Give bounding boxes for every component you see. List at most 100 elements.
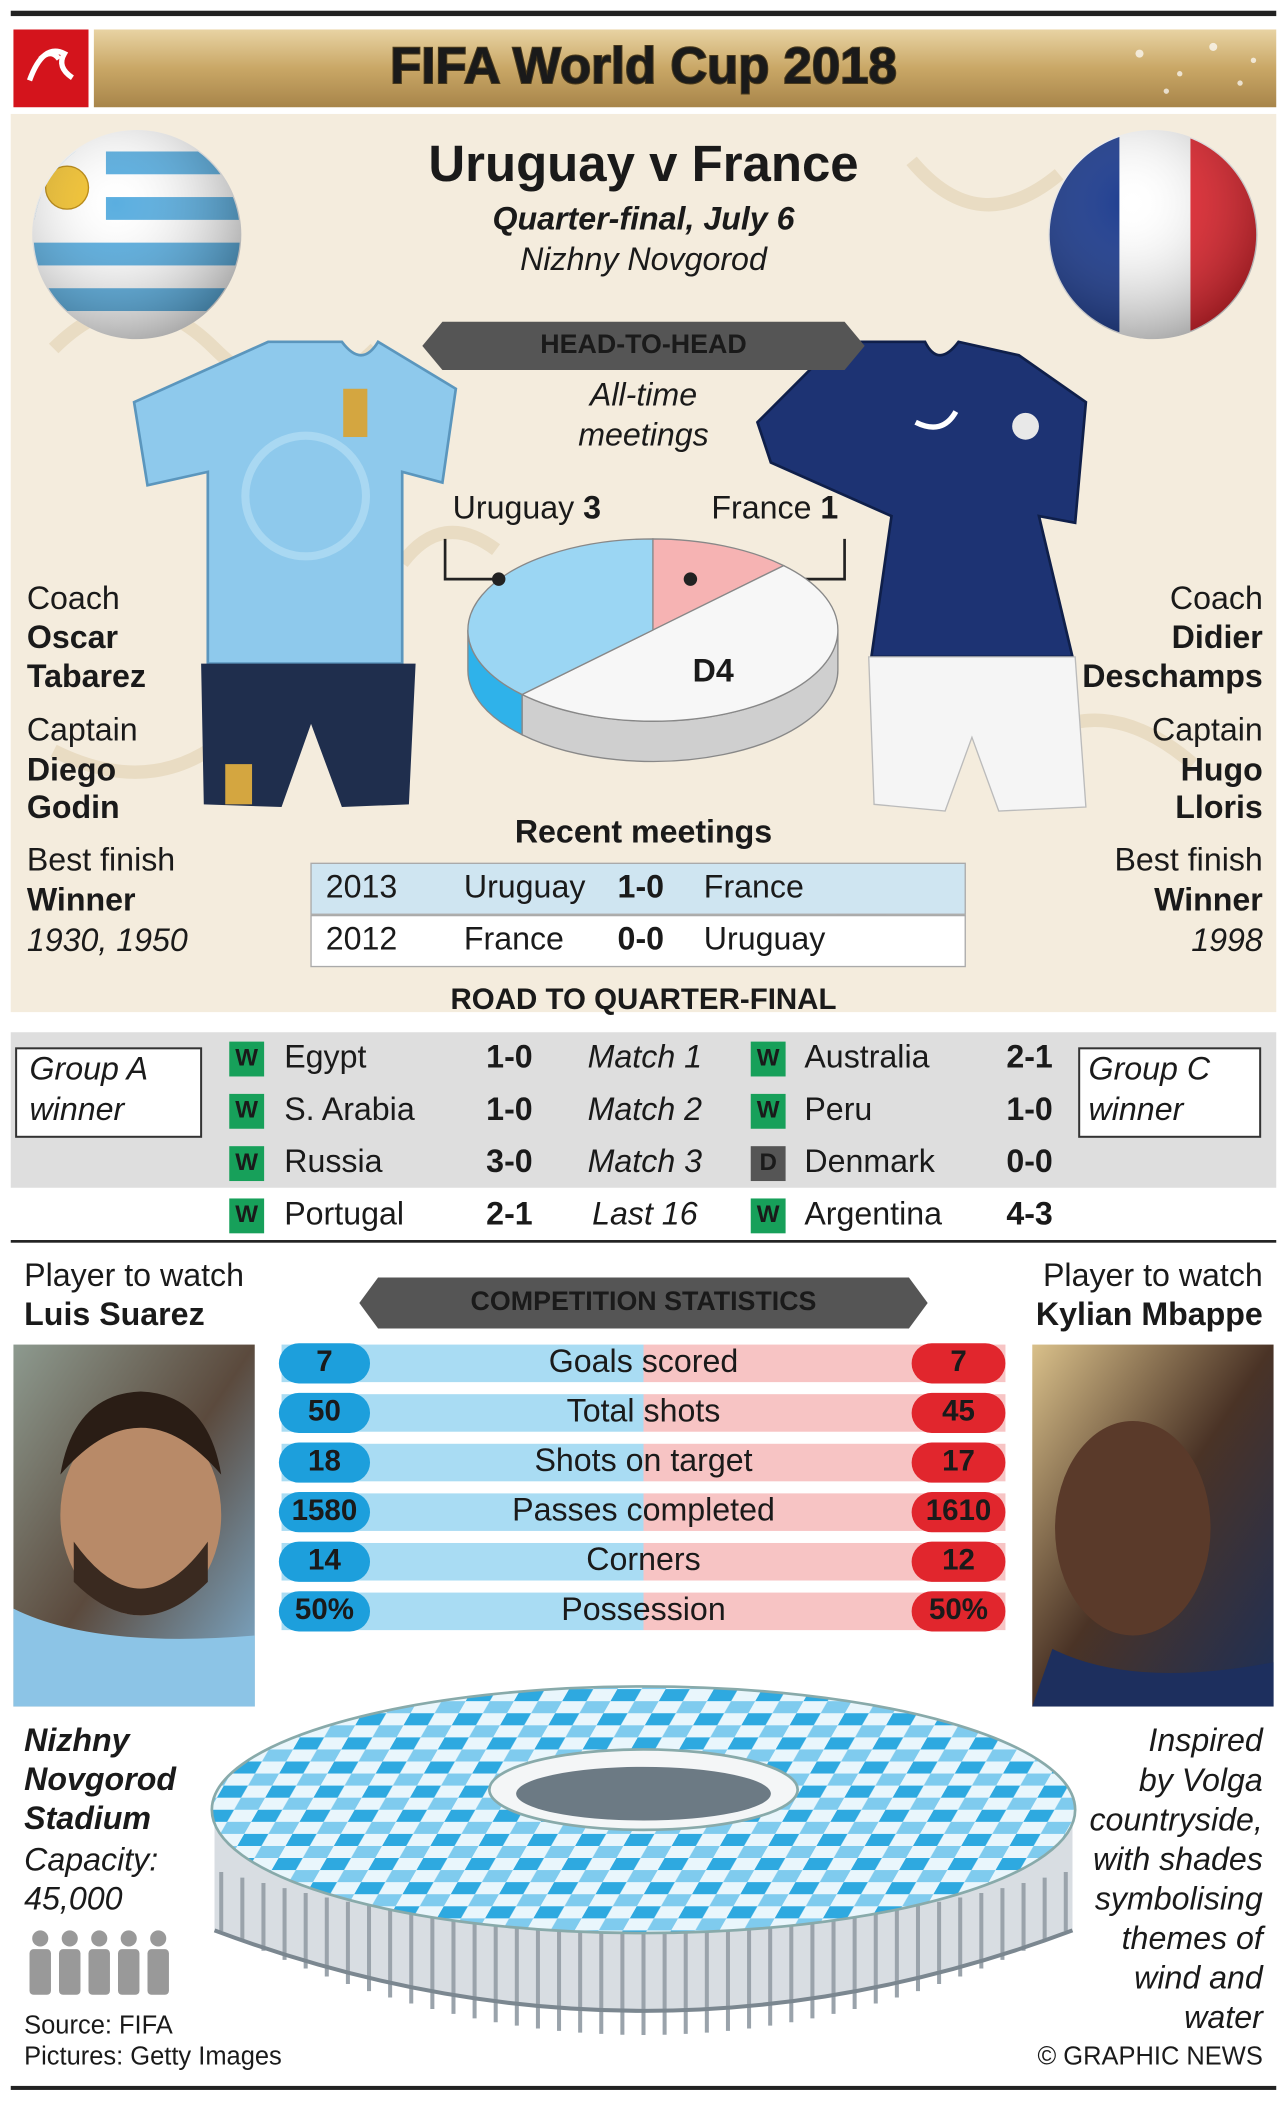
header-sparkles [1135, 42, 1257, 94]
stats-title: COMPETITION STATISTICS [471, 1286, 817, 1316]
result-letter: W [757, 1044, 780, 1071]
team-info-text: Hugo [1181, 752, 1263, 788]
team-info-text: Captain [27, 711, 138, 747]
player-name: Luis Suarez [24, 1296, 205, 1332]
logo-mark [26, 48, 74, 82]
match-venue: Nizhny Novgorod [520, 241, 768, 277]
team-info-text: Oscar [27, 619, 119, 655]
uruguay-kit [132, 340, 458, 808]
group-label: winner [1089, 1091, 1185, 1127]
group-label: Group C [1089, 1051, 1211, 1087]
h2h-france-label: France 1 [711, 489, 838, 525]
leader-dot [492, 572, 506, 586]
stadium-description: wind and [1134, 1960, 1264, 1996]
stats-pill-right [911, 1492, 1006, 1533]
stats-pill-left [278, 1392, 371, 1434]
recent-cell: Uruguay [704, 921, 826, 957]
stage: Match 1 [588, 1039, 702, 1075]
stadium-description: countryside, [1089, 1801, 1262, 1837]
capacity-label: Capacity: [24, 1842, 158, 1878]
stats-value: 12 [942, 1544, 975, 1577]
team-info-text: Didier [1172, 619, 1264, 655]
stats-pill-left [278, 1492, 371, 1533]
score: 2-1 [1006, 1039, 1052, 1075]
match-round: Quarter-final, July 6 [492, 201, 795, 237]
score: 4-3 [1006, 1195, 1052, 1231]
team-name: Australia [804, 1039, 929, 1075]
stats-label: Shots on target [534, 1442, 752, 1478]
team-name: Egypt [284, 1039, 366, 1075]
team-name: Uruguay [453, 489, 575, 525]
recent-title: Recent meetings [515, 813, 772, 849]
result-badge [750, 1093, 786, 1129]
team-name: France [711, 489, 811, 525]
capacity: 45,000 [24, 1880, 122, 1916]
stadium-description: water [1184, 1999, 1264, 2035]
result-badge [229, 1041, 265, 1077]
score: 1-0 [486, 1091, 532, 1127]
stadium-name: Stadium [24, 1800, 151, 1836]
pie-slice [652, 538, 786, 632]
team-info-text: Coach [27, 580, 120, 616]
stats-value: 1580 [292, 1494, 358, 1527]
h2h-uruguay-label: Uruguay 3 [453, 489, 601, 525]
road-title: ROAD TO QUARTER-FINAL [450, 983, 836, 1016]
result-badge [229, 1093, 265, 1129]
result-letter: D [759, 1149, 776, 1176]
result-badge [750, 1146, 786, 1182]
stadium-description: themes of [1122, 1920, 1266, 1956]
team-info-text: Best finish [1114, 841, 1262, 877]
stadium-name: Nizhny [24, 1722, 132, 1758]
stats-pill-right [911, 1343, 1006, 1384]
team-info-text: Diego [27, 752, 116, 788]
recent-cell: France [464, 921, 564, 957]
result-badge [229, 1146, 265, 1182]
result-letter: W [235, 1097, 258, 1124]
stats-pill-left [278, 1591, 371, 1632]
credit: © GRAPHIC NEWS [1037, 2042, 1262, 2070]
score: 1-0 [486, 1039, 532, 1075]
h2h-banner [422, 321, 865, 370]
score: 3-0 [486, 1143, 532, 1179]
header-bar [93, 29, 1277, 108]
group-box [15, 1047, 203, 1138]
team-info-text: Deschamps [1082, 658, 1263, 694]
stats-value: 50 [308, 1395, 341, 1428]
stats-value: 17 [942, 1444, 975, 1477]
pictures-credit: Pictures: Getty Images [24, 2042, 282, 2070]
stats-value: 45 [942, 1395, 975, 1428]
stats-label: Passes completed [512, 1492, 775, 1528]
stadium-illustration [210, 1685, 1077, 2035]
recent-cell: 0-0 [618, 921, 664, 957]
match-title: Uruguay v France [428, 135, 858, 192]
team-info-text: Lloris [1175, 789, 1263, 825]
recent-cell: 1-0 [618, 868, 664, 904]
logo [13, 29, 89, 108]
stats-label: Total shots [567, 1392, 721, 1428]
team-name: Peru [804, 1091, 872, 1127]
wins: 1 [820, 489, 838, 525]
wins: 3 [583, 489, 601, 525]
stats-label: Goals scored [549, 1343, 738, 1379]
stats-pill-left [278, 1442, 371, 1483]
france-flag-ball [1048, 130, 1258, 340]
score: 1-0 [1006, 1091, 1052, 1127]
player-name: Kylian Mbappe [1036, 1296, 1263, 1332]
recent-cell: 2012 [326, 921, 398, 957]
team-name: S. Arabia [284, 1091, 415, 1127]
result-badge [750, 1041, 786, 1077]
stats-value: 1610 [926, 1494, 992, 1527]
stats-pill-right [911, 1392, 1006, 1434]
stats-value: 50% [929, 1593, 988, 1626]
team-info-text: Best finish [27, 841, 175, 877]
stats-label: Corners [586, 1541, 700, 1577]
stadium-description: Inspired [1148, 1722, 1264, 1758]
team-info-text: Tabarez [27, 658, 146, 694]
player-label: Player to watch [1043, 1257, 1263, 1293]
france-kit [755, 340, 1088, 812]
stadium-description: by Volga [1139, 1762, 1263, 1798]
pie-slice [467, 538, 654, 696]
group-label: Group A [30, 1051, 149, 1087]
